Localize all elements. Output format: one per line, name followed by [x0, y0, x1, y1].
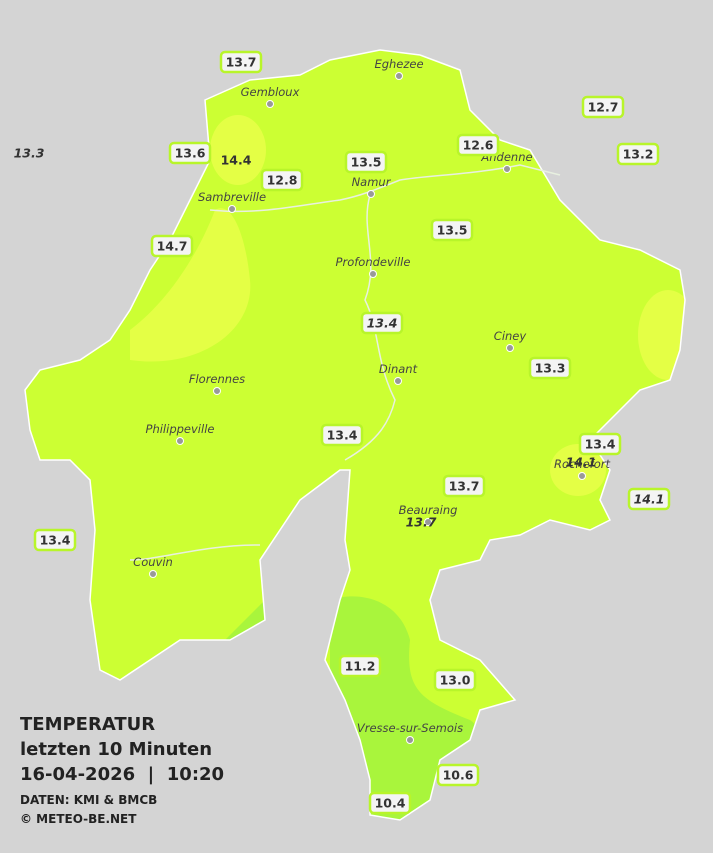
station-box — [436, 763, 480, 787]
timestamp: 16-04-2026 | 10:20 — [20, 764, 224, 785]
station-box — [320, 423, 364, 447]
subtitle: letzten 10 Minuten — [20, 739, 212, 760]
station-value: 13.6 — [175, 146, 206, 161]
town-label: Profondeville — [336, 255, 411, 269]
town-dot — [367, 190, 375, 198]
town-dot — [228, 205, 236, 213]
station-box — [456, 133, 500, 157]
station-value: 13.2 — [623, 147, 654, 162]
station-value: 13.5 — [437, 223, 468, 238]
town-label: Florennes — [189, 372, 245, 386]
station-box — [168, 141, 212, 165]
station-value: 14.4 — [221, 153, 252, 168]
town-label: Couvin — [133, 555, 173, 569]
town-dot — [503, 165, 511, 173]
station-box — [528, 356, 572, 380]
station-value: 13.4 — [585, 437, 616, 452]
town-label: Vresse-sur-Semois — [357, 721, 463, 735]
town-dot — [395, 72, 403, 80]
station-box — [219, 50, 263, 74]
station-box — [360, 311, 404, 335]
station-value: 13.7 — [449, 479, 480, 494]
town-label: Dinant — [379, 362, 418, 376]
station-value: 13.3 — [14, 146, 45, 161]
town-label: Eghezee — [374, 57, 423, 71]
town-dot — [406, 736, 414, 744]
town-dot — [176, 437, 184, 445]
station-value: 12.8 — [267, 173, 298, 188]
station-box — [338, 654, 382, 678]
station-value: 13.0 — [440, 673, 471, 688]
station-value: 12.6 — [463, 138, 494, 153]
station-box — [344, 150, 388, 174]
station-value: 13.4 — [327, 428, 358, 443]
station-value: 12.7 — [588, 100, 619, 115]
station-box — [442, 474, 486, 498]
town-dot — [506, 344, 514, 352]
title: TEMPERATUR — [20, 714, 155, 735]
station-box — [150, 234, 194, 258]
town-label: Philippeville — [146, 422, 215, 436]
station-value: 13.7 — [226, 55, 257, 70]
town-dot — [266, 100, 274, 108]
station-box — [581, 95, 625, 119]
town-label: Namur — [352, 175, 392, 189]
town-dot — [149, 570, 157, 578]
river — [129, 544, 261, 561]
station-value: 14.1 — [566, 455, 597, 470]
station-box — [430, 218, 474, 242]
town-label: Ciney — [494, 329, 527, 343]
station-box — [368, 791, 412, 815]
station-value: 11.2 — [345, 659, 376, 674]
town-dot — [578, 472, 586, 480]
town-label: Gembloux — [241, 85, 300, 99]
station-value: 13.5 — [351, 155, 382, 170]
town-label: Sambreville — [198, 190, 266, 204]
town-dot — [424, 518, 432, 526]
station-box — [627, 487, 671, 511]
river — [344, 194, 396, 461]
station-box — [616, 142, 660, 166]
station-value: 13.4 — [367, 316, 398, 331]
station-value: 10.4 — [375, 796, 406, 811]
station-value: 13.7 — [406, 515, 437, 530]
station-box — [578, 432, 622, 456]
source: DATEN: KMI & BMCB — [20, 793, 157, 807]
station-box — [433, 668, 477, 692]
station-value: 14.1 — [634, 492, 665, 507]
station-value: 14.7 — [157, 239, 188, 254]
station-value: 13.4 — [40, 533, 71, 548]
town-dot — [369, 270, 377, 278]
station-box — [33, 528, 77, 552]
station-value: 13.3 — [535, 361, 566, 376]
town-dot — [394, 377, 402, 385]
copyright: © METEO-BE.NET — [20, 812, 137, 826]
town-label: Beauraing — [399, 503, 458, 517]
station-value: 10.6 — [443, 768, 474, 783]
town-label: Rochefort — [554, 457, 611, 471]
town-dot — [213, 387, 221, 395]
station-box — [260, 168, 304, 192]
